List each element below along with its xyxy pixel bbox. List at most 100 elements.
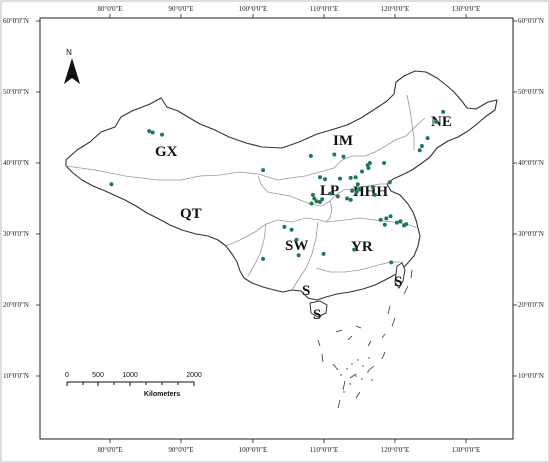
north-arrow-letter: N bbox=[66, 48, 72, 57]
lon-label-bottom: 120°0'0"E bbox=[381, 446, 410, 454]
lon-label-top: 80°0'0"E bbox=[97, 5, 122, 13]
region-label-s-taiwan: S bbox=[394, 274, 402, 290]
taiwan-island bbox=[394, 262, 406, 289]
site-point bbox=[294, 237, 299, 242]
lat-label-right: 30°0'0"N bbox=[518, 230, 544, 238]
north-arrow-icon bbox=[64, 58, 80, 84]
lat-label-left: 30°0'0"N bbox=[3, 230, 29, 238]
lon-label-bottom: 100°0'0"E bbox=[239, 446, 268, 454]
site-point bbox=[323, 177, 327, 182]
site-point bbox=[335, 194, 340, 199]
lat-label-right: 20°0'0"N bbox=[518, 301, 544, 309]
hainan-island bbox=[309, 300, 328, 318]
region-label-hhh: HHH bbox=[353, 184, 388, 200]
site-point bbox=[312, 196, 317, 201]
lat-label-left: 50°0'0"N bbox=[3, 88, 29, 96]
site-point bbox=[348, 197, 353, 202]
north-arrow: N bbox=[64, 48, 80, 84]
region-label-s-mainland: S bbox=[302, 283, 310, 299]
site-point bbox=[296, 253, 301, 258]
lat-label-left: 60°0'0"N bbox=[3, 17, 29, 25]
site-point bbox=[353, 175, 358, 180]
scale-unit-label: Kilometers bbox=[144, 391, 180, 398]
site-point bbox=[441, 109, 446, 114]
site-point bbox=[150, 130, 155, 135]
site-point bbox=[372, 192, 377, 197]
lat-label-left: 10°0'0"N bbox=[3, 372, 29, 380]
region-label-im: IM bbox=[333, 133, 353, 149]
region-label-sw: SW bbox=[285, 238, 308, 254]
region-label-yr: YR bbox=[351, 239, 373, 255]
left-latitude-labels: 60°0'0"N 50°0'0"N 40°0'0"N 30°0'0"N 20°0… bbox=[3, 17, 29, 380]
site-point bbox=[345, 196, 350, 201]
site-point bbox=[328, 191, 333, 196]
site-point bbox=[308, 153, 313, 158]
scale-tick-label: 0 bbox=[65, 372, 69, 379]
lon-label-bottom: 90°0'0"E bbox=[168, 446, 193, 454]
lat-label-left: 20°0'0"N bbox=[3, 301, 29, 309]
scale-tick-label: 500 bbox=[92, 372, 104, 379]
site-point bbox=[289, 227, 294, 232]
lon-label-top: 90°0'0"E bbox=[168, 5, 193, 13]
site-point bbox=[348, 175, 353, 180]
site-point bbox=[434, 119, 439, 124]
site-point bbox=[387, 180, 392, 185]
lon-label-top: 100°0'0"E bbox=[239, 5, 268, 13]
site-point bbox=[357, 187, 362, 192]
right-latitude-labels: 60°0'0"N 50°0'0"N 40°0'0"N 30°0'0"N 20°0… bbox=[518, 17, 544, 380]
lat-label-right: 60°0'0"N bbox=[518, 17, 544, 25]
site-point bbox=[398, 219, 403, 224]
lon-label-top: 130°0'0"E bbox=[452, 5, 481, 13]
top-longitude-labels: 80°0'0"E 90°0'0"E 100°0'0"E 110°0'0"E 12… bbox=[97, 5, 480, 13]
site-point bbox=[320, 197, 325, 202]
site-point bbox=[261, 168, 266, 173]
scale-tick-label: 2000 bbox=[186, 372, 202, 379]
lon-label-bottom: 80°0'0"E bbox=[97, 446, 122, 454]
lat-label-right: 50°0'0"N bbox=[518, 88, 544, 96]
site-point bbox=[160, 132, 164, 137]
site-point bbox=[394, 220, 399, 225]
site-point bbox=[367, 161, 372, 165]
site-point bbox=[147, 129, 152, 134]
site-point bbox=[314, 199, 319, 204]
site-point bbox=[350, 188, 355, 193]
lat-label-left: 40°0'0"N bbox=[3, 159, 29, 167]
site-point bbox=[261, 256, 266, 261]
lon-label-top: 120°0'0"E bbox=[381, 5, 410, 13]
lat-label-right: 10°0'0"N bbox=[518, 372, 544, 380]
scale-bar: 0 500 1000 2000 Kilometers bbox=[65, 372, 202, 398]
site-point bbox=[338, 176, 342, 181]
region-label-ne: NE bbox=[431, 114, 452, 130]
site-point bbox=[382, 222, 387, 227]
site-point bbox=[404, 222, 409, 227]
south-sea-islands bbox=[317, 269, 413, 409]
site-point bbox=[419, 144, 424, 148]
site-point bbox=[370, 185, 375, 190]
lon-label-bottom: 110°0'0"E bbox=[310, 446, 338, 454]
region-label-gx: GX bbox=[155, 144, 178, 160]
south-sea-dots bbox=[340, 357, 373, 393]
scale-tick-label: 1000 bbox=[122, 372, 138, 379]
lat-label-right: 40°0'0"N bbox=[518, 159, 544, 167]
scale-bar-line bbox=[66, 381, 195, 386]
site-point bbox=[354, 190, 359, 195]
site-point bbox=[366, 166, 371, 170]
site-point bbox=[318, 200, 322, 204]
site-point bbox=[388, 214, 393, 219]
site-point bbox=[382, 161, 387, 165]
site-point bbox=[321, 251, 326, 256]
site-point bbox=[341, 154, 346, 159]
region-labels: GX QT IM NE LP HHH SW YR S S S bbox=[155, 114, 452, 323]
lon-label-top: 110°0'0"E bbox=[310, 5, 338, 13]
sample-sites bbox=[109, 109, 446, 265]
region-label-qt: QT bbox=[180, 206, 202, 222]
lon-label-bottom: 130°0'0"E bbox=[452, 446, 481, 454]
region-label-s-hainan: S bbox=[313, 307, 321, 323]
site-point bbox=[282, 224, 287, 229]
site-point bbox=[355, 182, 360, 187]
site-point bbox=[309, 201, 314, 206]
site-point bbox=[352, 247, 357, 252]
frame-ticks bbox=[36, 14, 517, 443]
site-point bbox=[332, 152, 337, 157]
